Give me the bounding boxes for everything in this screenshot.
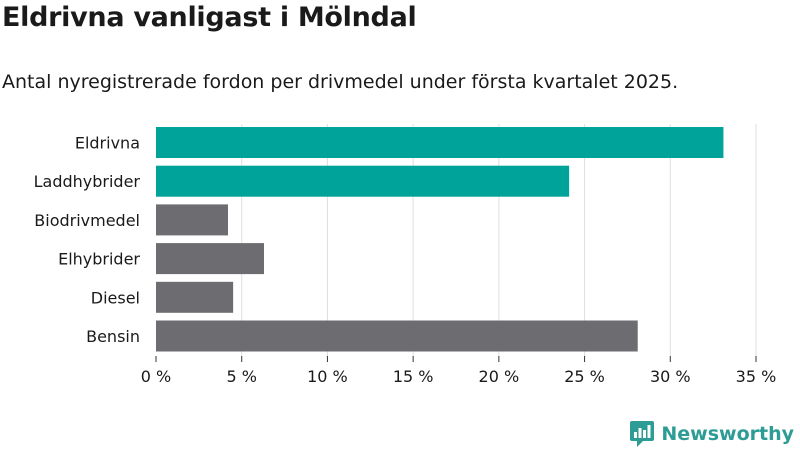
bar-diesel [156,281,234,313]
bar-laddhybrider [156,165,570,197]
x-axis-ticks: 0 % 5 % 10 % 15 % 20 % 25 % 30 % 35 % [141,356,777,386]
x-tick-label: 35 % [736,367,777,386]
bars [156,127,724,352]
category-labels: Eldrivna Laddhybrider Biodrivmedel Elhybrid… [34,134,141,347]
brand-name: Newsworthy [661,423,794,445]
category-label: Diesel [91,288,140,307]
chart-title: Eldrivna vanligast i Mölndal [2,2,417,33]
x-tick-label: 20 % [479,367,520,386]
category-label: Eldrivna [75,134,140,153]
bar-chart: Eldrivna Laddhybrider Biodrivmedel Elhybrid… [34,124,777,386]
chart-subtitle: Antal nyregistrerade fordon per drivmede… [2,71,679,93]
bar-bensin [156,320,638,352]
x-tick-label: 0 % [141,367,171,386]
x-tick-label: 25 % [564,367,605,386]
category-label: Bensin [86,327,140,346]
x-tick-label: 10 % [307,367,348,386]
category-label: Biodrivmedel [34,211,140,230]
category-label: Laddhybrider [34,172,141,191]
x-tick-label: 30 % [650,367,691,386]
bar-eldrivna [156,127,724,158]
x-tick-label: 15 % [393,367,434,386]
category-label: Elhybrider [58,250,140,269]
newsworthy-chart-logo-icon [630,421,655,447]
bar-elhybrider [156,243,264,275]
x-tick-label: 5 % [226,367,256,386]
bar-biodrivmedel [156,204,228,236]
brand-logo: Newsworthy [629,419,794,449]
gridlines [241,124,757,356]
